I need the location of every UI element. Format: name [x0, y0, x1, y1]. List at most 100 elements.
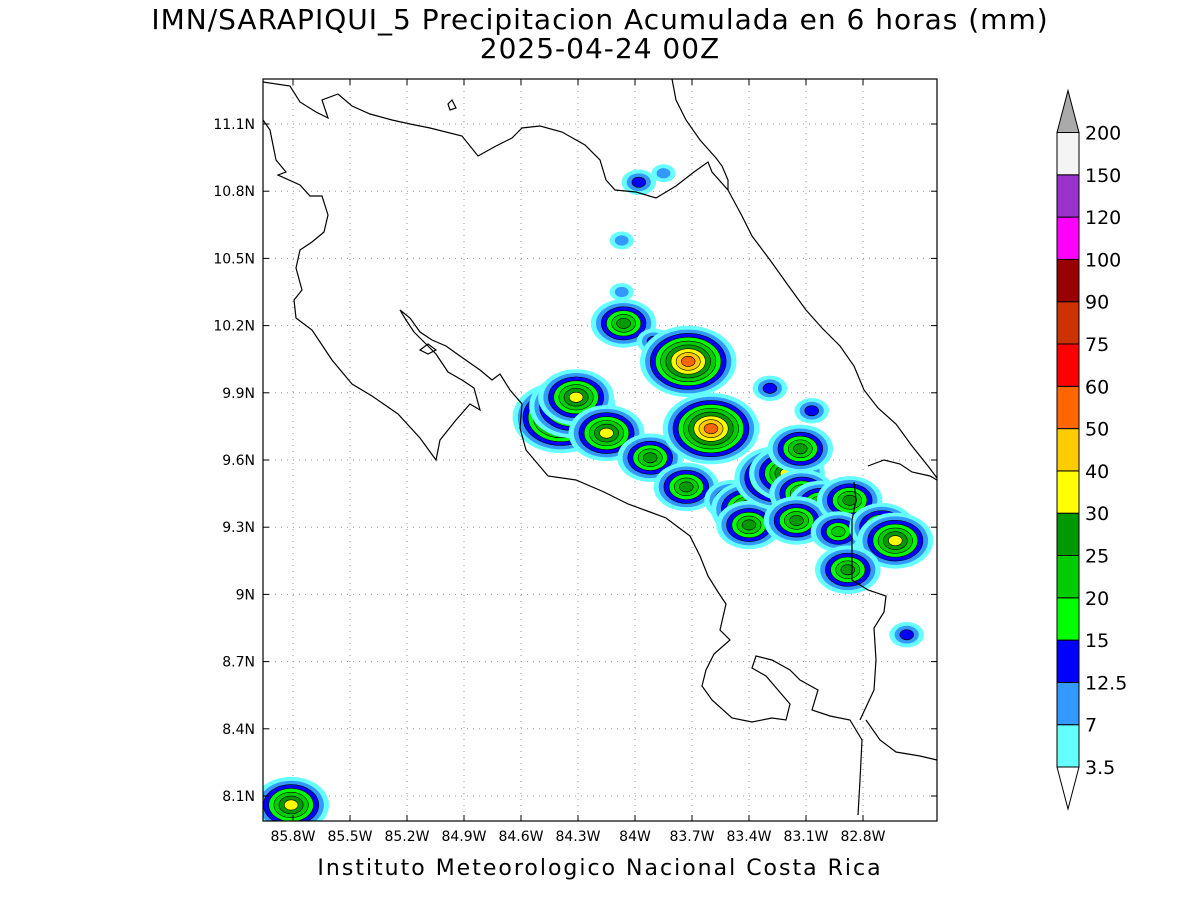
legend-swatch — [1056, 681, 1080, 726]
precip-contour — [842, 494, 857, 506]
legend-level-label: 7 — [1085, 715, 1097, 737]
lat-tick-label: 9.6N — [222, 453, 255, 469]
lat-tick-label: 11.1N — [213, 117, 255, 133]
legend-level-label: 3.5 — [1085, 757, 1115, 779]
precip-contour — [679, 481, 694, 493]
precip-cell — [794, 397, 829, 424]
lat-tick-label: 9N — [236, 587, 255, 603]
lat-tick-label: 9.9N — [222, 386, 255, 402]
precip-cell — [716, 500, 782, 550]
color-legend: 3.5 7 12.5 15 20 25 30 40 50 60 75 90 100 120 150 200 — [1056, 88, 1127, 811]
legend-level-label: 90 — [1085, 292, 1109, 314]
precip-contour — [568, 391, 584, 403]
precip-cell — [621, 169, 657, 195]
footer-credit: Instituto Meteorologico Nacional Costa R… — [317, 856, 883, 881]
precip-cell — [653, 462, 720, 512]
legend-level-label: 75 — [1085, 334, 1109, 356]
map-frame — [262, 78, 938, 822]
precip-cell — [568, 405, 645, 462]
legend-level-label: 200 — [1085, 123, 1121, 145]
nicoya-coast — [263, 119, 863, 816]
lat-tick-label: 10.5N — [213, 251, 255, 267]
precip-contour — [599, 427, 614, 439]
lon-tick-label: 85.5W — [327, 829, 372, 845]
lon-tick-label: 83.1W — [783, 829, 828, 845]
legend-level-label: 40 — [1085, 461, 1109, 483]
precip-contour — [616, 317, 631, 329]
coastline-border — [263, 79, 937, 816]
precip-contour — [283, 799, 299, 811]
legend-level-label: 30 — [1085, 503, 1109, 525]
precip-cell — [590, 299, 657, 348]
precip-contour — [831, 526, 846, 538]
precip-contour — [793, 443, 808, 455]
precip-contour — [804, 405, 819, 417]
legend-swatch — [1056, 512, 1080, 557]
precip-cell — [752, 375, 788, 402]
legend-over-arrow — [1056, 88, 1080, 133]
precip-contour — [614, 235, 629, 246]
legend-swatch — [1056, 597, 1080, 641]
map-subtitle-date: 2025-04-24 00Z — [479, 32, 721, 65]
lat-tick-label: 10.8N — [213, 184, 255, 200]
legend-swatch — [1056, 470, 1080, 514]
precip-contour — [680, 356, 696, 367]
lon-tick-label: 82.8W — [840, 829, 885, 845]
precip-contour — [741, 519, 757, 531]
lon-tick-label: 84.9W — [441, 829, 486, 845]
precip-cell — [857, 512, 934, 569]
precip-contour — [888, 535, 903, 547]
panama-border — [851, 481, 887, 721]
precip-cell — [767, 424, 834, 474]
precip-contour — [703, 423, 719, 435]
map-title: IMN/SARAPIQUI_5 Precipitacion Acumulada … — [151, 3, 1049, 36]
lon-tick-label: 85.2W — [384, 829, 429, 845]
lon-tick-label: 84.6W — [498, 829, 543, 845]
gulf-island — [418, 343, 438, 355]
lat-tick-label: 8.4N — [222, 722, 255, 738]
lat-tick-label: 8.1N — [222, 789, 255, 805]
panama-coast — [867, 459, 937, 481]
legend-under-arrow — [1056, 766, 1080, 811]
legend-level-label: 150 — [1085, 165, 1121, 187]
legend-swatch — [1056, 724, 1080, 768]
precip-cell — [662, 392, 760, 465]
legend-swatch — [1056, 258, 1080, 303]
legend-swatch — [1056, 132, 1080, 176]
legend-swatch — [1056, 343, 1080, 387]
legend-swatch — [1056, 216, 1080, 260]
legend-swatch — [1056, 301, 1080, 345]
lon-tick-label: 83.7W — [669, 829, 714, 845]
precip-cell — [889, 621, 924, 648]
precip-contour — [899, 629, 914, 641]
legend-swatch — [1056, 428, 1080, 472]
precip-contour — [840, 564, 855, 576]
legend-level-label: 60 — [1085, 376, 1109, 398]
precip-cell — [815, 545, 881, 594]
legend-level-label: 12.5 — [1085, 672, 1127, 694]
nicaragua-coast — [263, 79, 729, 199]
lon-tick-label: 84W — [619, 829, 651, 845]
precipitation-field — [263, 164, 934, 821]
precip-contour — [789, 515, 804, 526]
precip-contour — [631, 176, 646, 188]
lon-tick-label: 84.3W — [555, 829, 600, 845]
legend-level-label: 15 — [1085, 630, 1109, 652]
legend-level-label: 50 — [1085, 419, 1109, 441]
precip-contour — [642, 452, 658, 464]
lat-tick-label: 10.2N — [213, 319, 255, 335]
precip-contour — [656, 168, 671, 179]
legend-level-label: 25 — [1085, 546, 1109, 568]
precip-contour — [614, 286, 629, 298]
legend-level-label: 120 — [1085, 207, 1121, 229]
legend-swatch — [1056, 174, 1080, 218]
legend-level-label: 20 — [1085, 588, 1109, 610]
precip-cell — [609, 283, 634, 301]
lat-tick-label: 8.7N — [222, 655, 255, 671]
precip-cell — [609, 231, 634, 250]
precip-cell — [263, 776, 330, 821]
graticule-grid — [263, 79, 937, 821]
precip-contour — [762, 382, 778, 394]
lat-tick-label: 9.3N — [222, 520, 255, 536]
